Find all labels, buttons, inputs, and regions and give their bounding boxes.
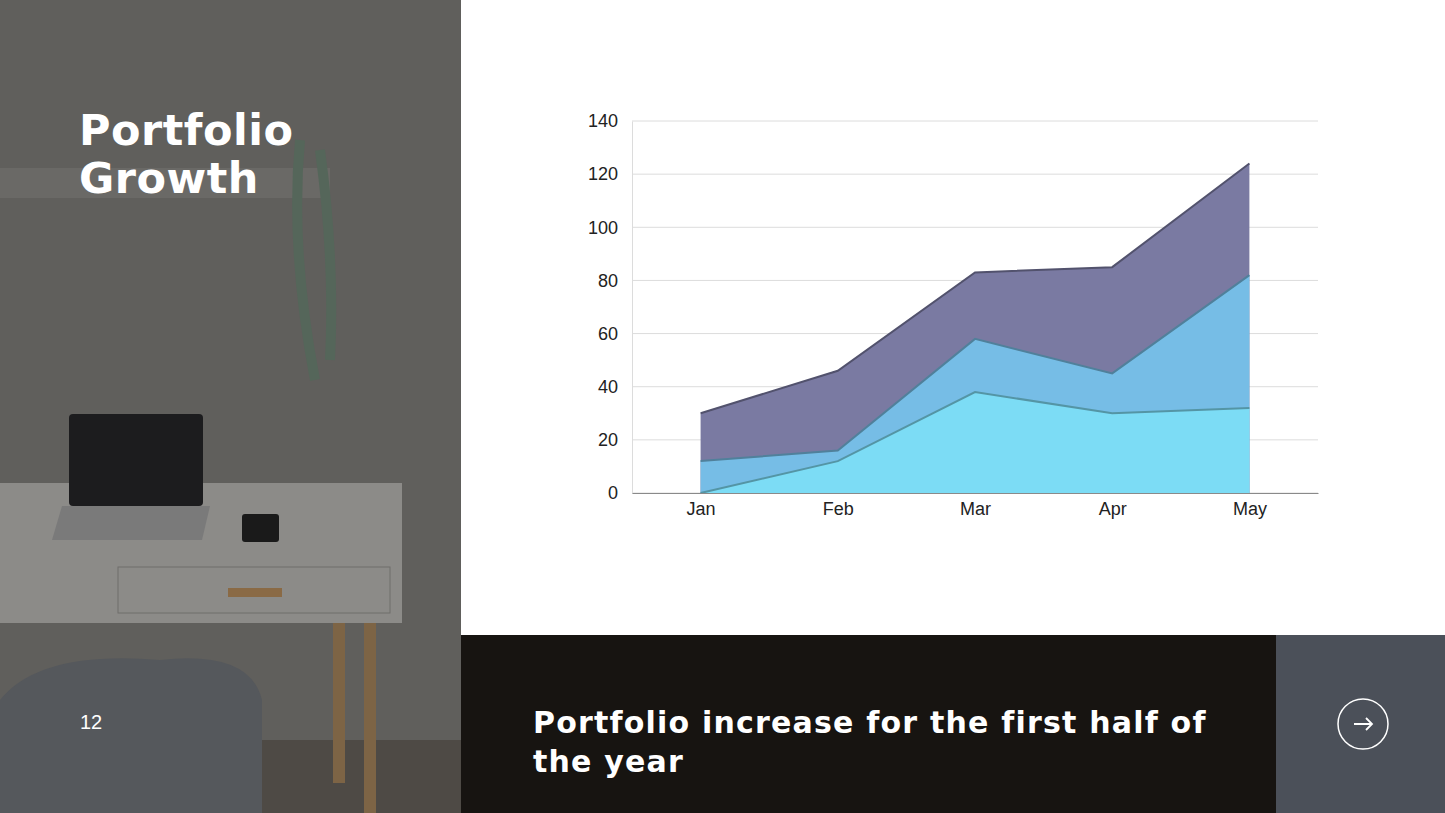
page-number: 12	[80, 711, 102, 734]
nav-panel	[1276, 635, 1445, 813]
y-tick: 140	[588, 111, 632, 131]
chart-panel	[461, 0, 1445, 635]
y-axis-line	[632, 122, 633, 494]
caption: Portfolio increase for the first half of…	[533, 703, 1233, 781]
next-button[interactable]	[1338, 699, 1388, 749]
x-tick: Feb	[823, 493, 854, 519]
x-tick-label: Jan	[687, 499, 716, 519]
y-tick: 80	[598, 271, 632, 291]
y-tick-label: 60	[598, 324, 618, 344]
y-tick-label: 40	[598, 377, 618, 397]
area	[701, 275, 1250, 493]
y-tick-label: 80	[598, 271, 618, 291]
photo-panel	[0, 0, 461, 813]
y-tick-label: 100	[588, 218, 618, 238]
x-axis: Jan Feb Mar Apr May	[633, 493, 1319, 519]
area-line	[701, 392, 1250, 493]
x-tick: Jan	[687, 493, 716, 519]
grid-line	[632, 174, 1318, 175]
x-tick-label: Mar	[960, 499, 991, 519]
photo-background	[0, 0, 461, 813]
y-tick: 120	[588, 164, 632, 184]
slide-title: PortfolioGrowth	[79, 106, 294, 202]
x-tick: Mar	[960, 493, 991, 519]
x-tick-label: Feb	[823, 499, 854, 519]
y-tick: 60	[598, 324, 632, 344]
area	[701, 392, 1250, 493]
y-tick-label: 20	[598, 430, 618, 450]
x-axis-line	[633, 493, 1319, 494]
area	[701, 164, 1250, 493]
plot-area	[701, 164, 1250, 493]
y-axis: 0 20 40 60 80 100 120 140	[588, 111, 633, 503]
photo-drawer	[118, 567, 390, 613]
x-tick-label: Apr	[1099, 499, 1127, 519]
photo-plant	[297, 140, 331, 380]
y-tick-label: 140	[588, 111, 618, 131]
photo-handle	[228, 588, 282, 597]
x-tick: May	[1233, 493, 1267, 519]
photo-leg	[364, 623, 376, 813]
photo-phone	[242, 514, 279, 542]
y-tick: 100	[588, 218, 632, 238]
y-tick: 20	[598, 430, 632, 450]
photo-laptop-screen	[69, 414, 203, 506]
grid	[632, 121, 1318, 493]
y-tick-label: 0	[608, 483, 618, 503]
y-tick: 40	[598, 377, 632, 397]
y-tick-label: 120	[588, 164, 618, 184]
y-tick: 0	[608, 483, 632, 503]
photo-laptop-base	[52, 506, 210, 540]
next-button-arrow[interactable]	[1354, 718, 1372, 730]
photo-leg	[333, 623, 345, 783]
x-tick: Apr	[1099, 493, 1127, 519]
caption-bar	[461, 635, 1276, 813]
photo-chair	[0, 658, 262, 813]
grid-line	[632, 121, 1318, 122]
x-tick-label: May	[1233, 499, 1267, 519]
next-button-circle[interactable]	[1338, 699, 1388, 749]
